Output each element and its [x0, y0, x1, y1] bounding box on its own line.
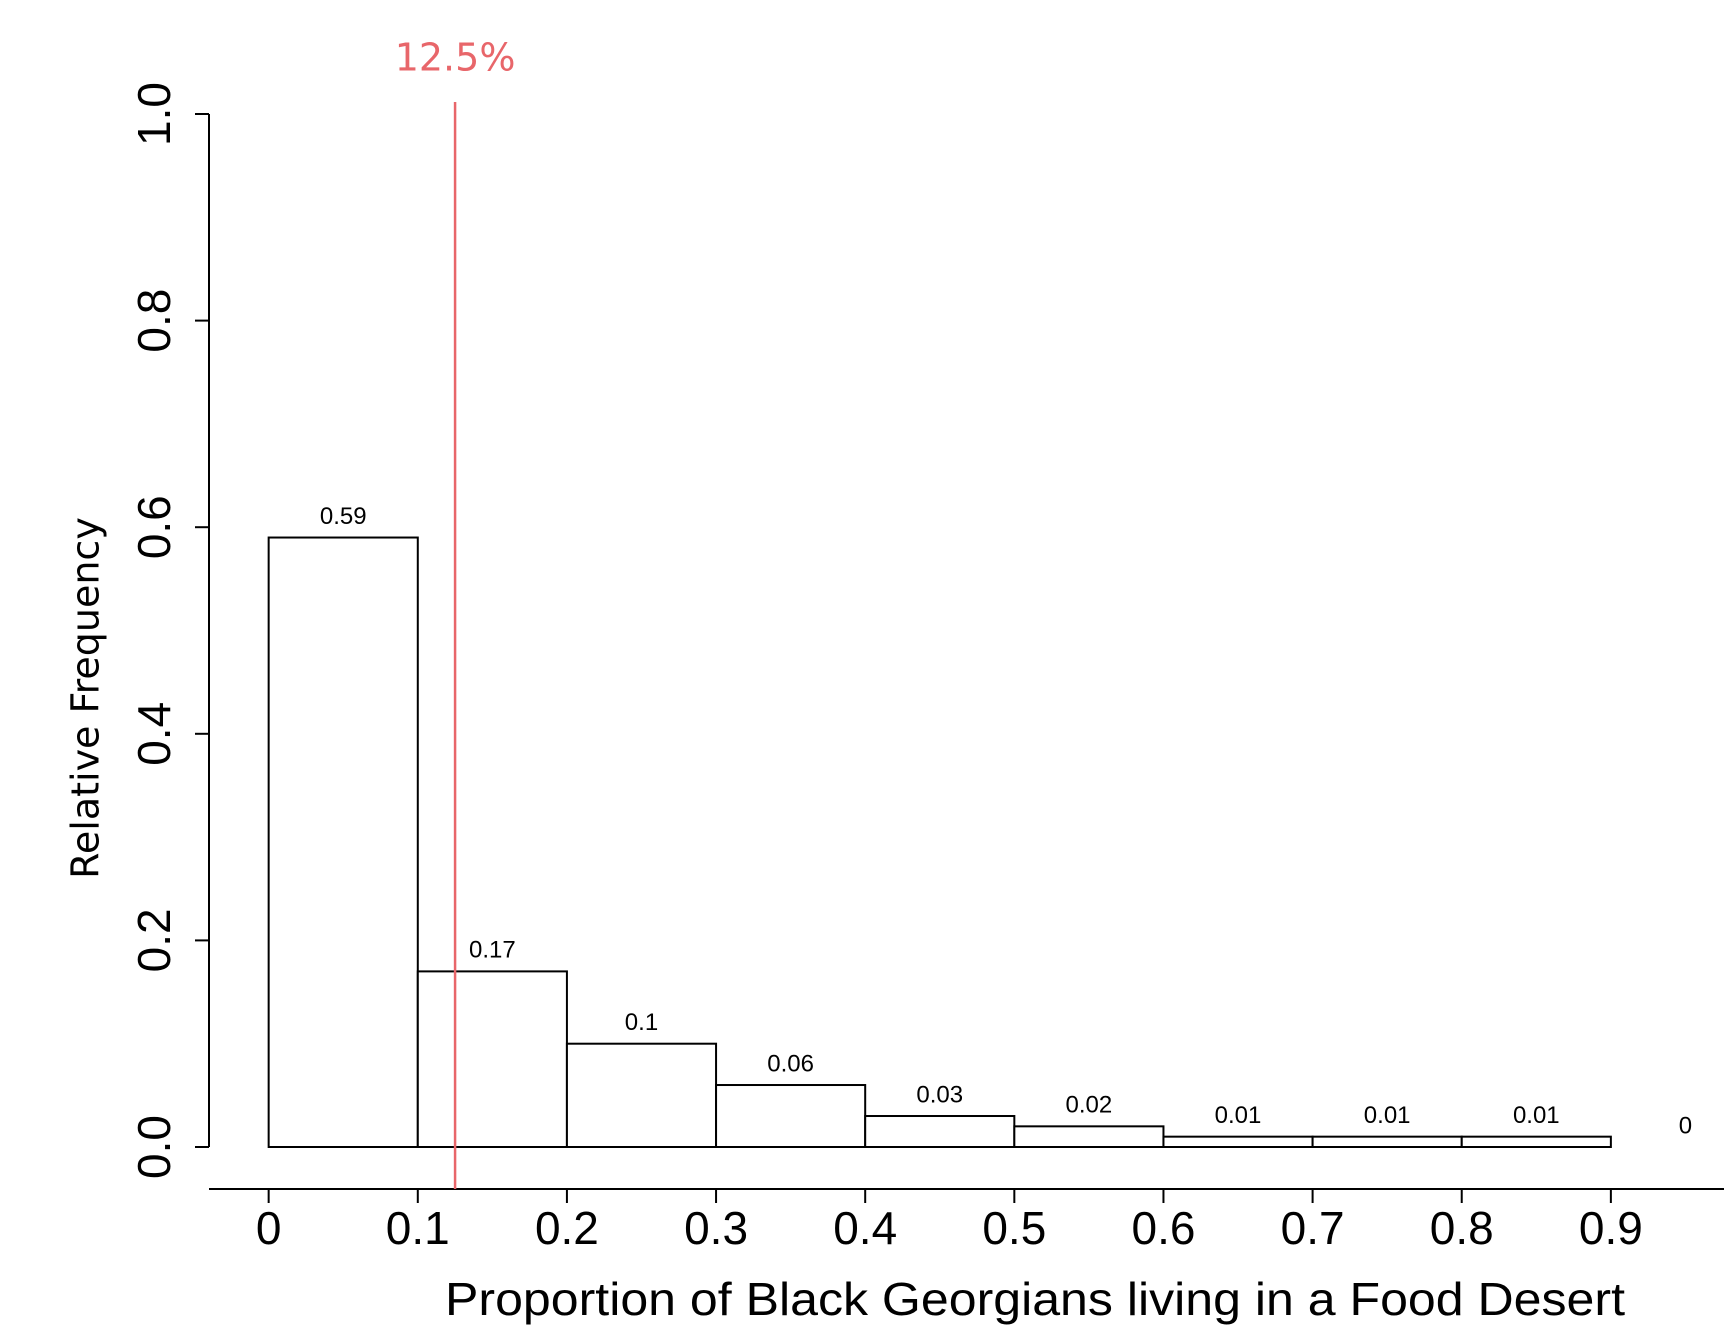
value-label: 0.01: [1364, 1102, 1411, 1129]
value-label: 0: [1679, 1112, 1692, 1139]
x-tick-label: 0.4: [833, 1202, 897, 1254]
x-tick-label: 0.7: [1281, 1202, 1345, 1254]
value-label: 0.02: [1066, 1092, 1113, 1119]
x-tick-label: 0.1: [386, 1202, 450, 1254]
bar: [1460, 1135, 1612, 1149]
value-label: 0.01: [1215, 1102, 1262, 1129]
value-label: 0.01: [1513, 1102, 1560, 1129]
bar: [267, 536, 419, 1148]
value-label: 0.06: [767, 1050, 814, 1077]
x-tick-label: 0.9: [1579, 1202, 1643, 1254]
x-tick-label: 0.3: [684, 1202, 748, 1254]
value-label: 0.59: [320, 503, 367, 530]
y-axis-title: Relative Frequency: [64, 517, 108, 879]
value-label: 0.17: [469, 937, 516, 964]
bar: [1013, 1125, 1165, 1148]
x-axis-title: Proportion of Black Georgians living in …: [445, 1273, 1625, 1325]
reference-label: 12.5%: [395, 36, 516, 80]
x-tick-label: 0.5: [982, 1202, 1046, 1254]
bar: [565, 1042, 718, 1148]
bar: [1311, 1135, 1463, 1149]
x-tick-label: 0.6: [1131, 1202, 1195, 1254]
x-tick-label: 0.2: [535, 1202, 599, 1254]
x-tick-label: 0.8: [1430, 1202, 1494, 1254]
value-label: 0.03: [916, 1081, 963, 1108]
y-tick-label: 0.0: [128, 1115, 180, 1179]
y-tick-label: 0.8: [128, 289, 180, 353]
bar: [416, 970, 568, 1149]
bar: [715, 1084, 867, 1149]
bar: [864, 1115, 1016, 1149]
value-label: 0.1: [625, 1009, 658, 1036]
x-tick-label: 0: [256, 1202, 282, 1254]
y-tick-label: 1.0: [128, 82, 180, 146]
y-tick-label: 0.2: [128, 908, 180, 972]
y-tick-label: 0.6: [128, 495, 180, 559]
y-tick-label: 0.4: [128, 702, 180, 766]
bar: [1162, 1135, 1314, 1149]
